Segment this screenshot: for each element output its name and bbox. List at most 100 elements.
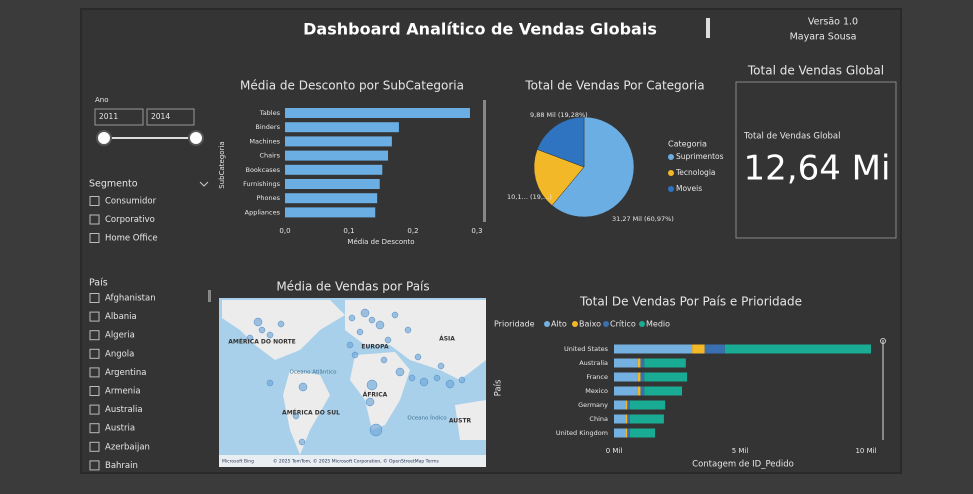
- country-option: Albania: [105, 312, 137, 322]
- bar-segment: [614, 428, 626, 438]
- y-tick-label: China: [589, 415, 608, 423]
- checkbox[interactable]: [89, 214, 100, 225]
- map-bubble: [266, 379, 274, 387]
- slider-handle[interactable]: [188, 130, 204, 146]
- map-label: Oceano Atlântico: [290, 369, 338, 376]
- map-bubble: [380, 356, 388, 364]
- year-end-box[interactable]: [146, 108, 195, 126]
- map-bubble: [458, 376, 466, 384]
- y-tick-label: United Kingdom: [556, 429, 608, 437]
- bar: [285, 122, 399, 133]
- pie-slice: [536, 116, 585, 168]
- divider: [706, 18, 710, 38]
- map[interactable]: Microsoft Bing © 2025 TomTom, © 2025 Mic…: [219, 298, 486, 467]
- land: [455, 400, 486, 440]
- y-tick-label: Appliances: [245, 208, 281, 216]
- checkbox[interactable]: [89, 441, 100, 452]
- checkbox[interactable]: [89, 386, 100, 396]
- map-bubble: [375, 320, 385, 330]
- bar-segment: [625, 428, 628, 438]
- y-tick-label: Bookcases: [245, 166, 280, 174]
- bar-segment: [625, 400, 628, 410]
- bar-segment: [637, 358, 641, 368]
- scroll-handle[interactable]: [880, 338, 886, 344]
- map-bubble: [414, 353, 422, 361]
- y-tick-label: Tables: [259, 109, 281, 117]
- panel: [82, 10, 900, 472]
- bar-segment: [692, 344, 705, 354]
- y-tick-label: France: [586, 373, 608, 381]
- map-bubble: [365, 397, 375, 407]
- year-end: 2014: [151, 112, 170, 121]
- map-bubble: [346, 341, 354, 349]
- map-bubble: [298, 382, 308, 392]
- checkbox[interactable]: [89, 330, 100, 341]
- bar: [285, 164, 383, 175]
- segment-option: Home Office: [105, 234, 158, 244]
- map-bubble: [351, 351, 359, 359]
- checkbox[interactable]: [89, 404, 100, 415]
- map-bubble: [408, 374, 416, 382]
- segment-option: Consumidor: [105, 197, 157, 207]
- card-title: Total de Vendas Global: [747, 64, 884, 78]
- country-option: Austria: [105, 424, 135, 434]
- legend-swatch: [668, 186, 674, 192]
- data-label: 10,1… (19,…): [507, 193, 552, 201]
- y-tick-label: Germany: [578, 401, 608, 409]
- map-attribution: © 2025 TomTom, © 2025 Microsoft Corporat…: [273, 458, 440, 465]
- checkbox[interactable]: [89, 367, 100, 378]
- pie-slice: [551, 116, 635, 218]
- bar-segment: [614, 400, 626, 410]
- x-tick-label: 5 Mil: [732, 447, 749, 455]
- chart-title: Total de Vendas Por Categoria: [524, 79, 704, 93]
- map-label: ÁFRICA: [363, 392, 388, 399]
- bar: [285, 179, 380, 189]
- legend-swatch: [639, 321, 645, 327]
- year-label: Ano: [95, 96, 109, 104]
- legend-swatch: [603, 321, 609, 327]
- checkbox[interactable]: [89, 460, 100, 471]
- bar-segment: [627, 400, 630, 410]
- legend-swatch: [572, 321, 578, 327]
- bar-segment: [629, 428, 656, 438]
- checkbox[interactable]: [89, 233, 100, 243]
- y-tick-label: Mexico: [585, 387, 608, 395]
- legend-label: Moveis: [676, 184, 702, 193]
- y-tick-label: United States: [564, 345, 609, 353]
- checkbox[interactable]: [89, 293, 100, 303]
- legend-label: Crítico: [610, 320, 636, 329]
- scrollbar[interactable]: [208, 290, 211, 302]
- map-label: ÁSIA: [439, 336, 455, 343]
- checkbox[interactable]: [89, 311, 100, 322]
- scrollbar[interactable]: [483, 100, 486, 222]
- dashboard-title: Dashboard Analítico de Vendas Globais: [303, 20, 657, 39]
- map-bubble: [253, 317, 263, 327]
- y-tick-label: Chairs: [259, 152, 280, 160]
- checkbox[interactable]: [89, 196, 100, 206]
- x-axis-label: Média de Desconto: [347, 238, 414, 246]
- x-tick-label: 0 Mil: [606, 447, 623, 455]
- slider-handle[interactable]: [96, 130, 112, 146]
- legend-title: Categoria: [668, 140, 707, 149]
- x-tick-label: 0,1: [343, 227, 354, 235]
- map-logo: Microsoft Bing: [222, 459, 254, 465]
- map-label: Oceano Índico: [407, 415, 447, 422]
- checkbox[interactable]: [89, 348, 100, 359]
- checkbox[interactable]: [89, 423, 100, 434]
- map-bubble: [348, 314, 356, 322]
- land: [222, 300, 345, 360]
- bar: [285, 108, 470, 118]
- bar: [285, 150, 389, 161]
- map-bubble: [298, 438, 306, 446]
- bar-segment: [637, 386, 641, 396]
- y-tick-label: Binders: [255, 123, 280, 131]
- year-start-box[interactable]: [94, 108, 144, 126]
- map-bubble: [266, 331, 274, 339]
- chevron[interactable]: [199, 181, 209, 187]
- map-bubble: [246, 334, 254, 342]
- map-bubble: [366, 379, 378, 391]
- version: Versão 1.0: [808, 17, 858, 28]
- legend-swatch: [668, 154, 674, 160]
- map-bubble: [258, 326, 266, 334]
- country-option: Afghanistan: [105, 294, 156, 304]
